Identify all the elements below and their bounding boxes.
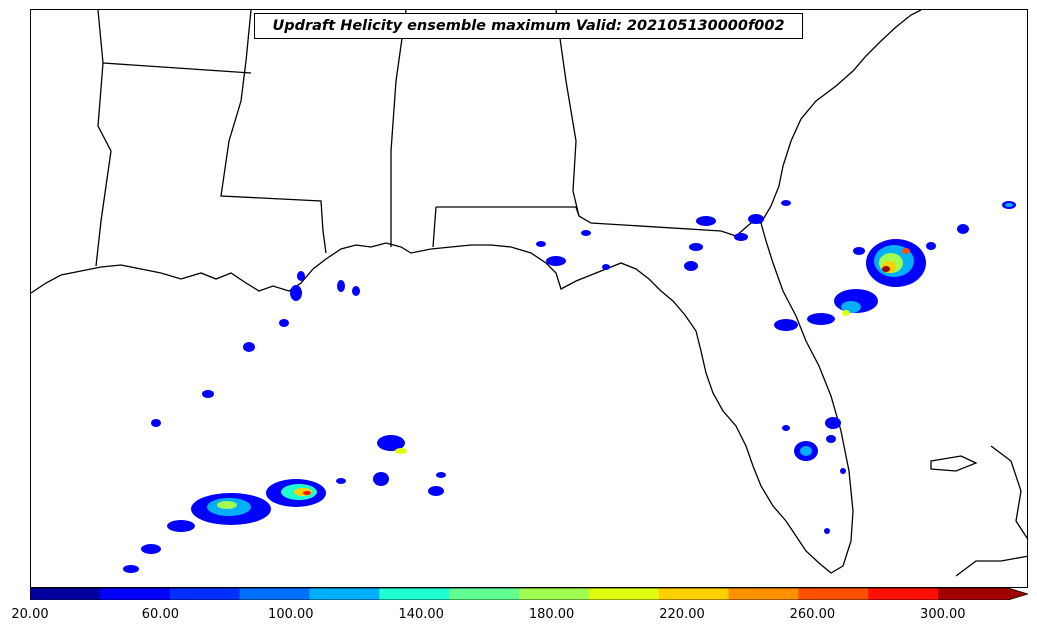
colorbar-segment bbox=[239, 588, 310, 600]
state-border-ms-al bbox=[390, 10, 407, 247]
gulf-swath-band bbox=[123, 342, 446, 573]
coastlines-and-borders bbox=[31, 10, 1027, 577]
cuba-coastline bbox=[990, 445, 1027, 540]
atlantic-swath-band bbox=[774, 239, 936, 534]
colorbar-segment bbox=[99, 588, 171, 600]
colorbar-tick-label: 180.00 bbox=[528, 607, 575, 622]
state-border-tx-la bbox=[95, 10, 112, 267]
colorbar-segment bbox=[449, 588, 520, 600]
colorbar-tick-label: 260.00 bbox=[789, 607, 836, 622]
north-gulf-cells bbox=[279, 200, 1016, 327]
state-border-al-ga bbox=[555, 10, 580, 217]
map-canvas bbox=[31, 10, 1027, 577]
colorbar-tick-label: 20.00 bbox=[11, 607, 49, 622]
colorbar-segment bbox=[169, 588, 241, 600]
map-panel bbox=[30, 9, 1028, 588]
colorbar-tick-label: 140.00 bbox=[398, 607, 444, 622]
bahamas-outline bbox=[930, 455, 978, 472]
colorbar-segment bbox=[658, 588, 730, 600]
colorbar-segment bbox=[868, 588, 939, 600]
colorbar-segment bbox=[728, 588, 799, 600]
colorbar-segment bbox=[379, 588, 450, 600]
colorbar-segments bbox=[30, 588, 1028, 600]
colorbar-outline bbox=[30, 588, 1028, 600]
map-title: Updraft Helicity ensemble maximum Valid:… bbox=[254, 13, 803, 39]
gulf-coastline bbox=[31, 222, 854, 574]
colorbar-segment bbox=[798, 588, 869, 600]
state-border-al-fl bbox=[436, 206, 761, 237]
colorbar-segment bbox=[519, 588, 590, 600]
atlantic-coastline bbox=[760, 10, 922, 224]
colorbar-segment bbox=[309, 588, 380, 600]
colorbar-extend-arrow bbox=[1008, 588, 1028, 600]
state-border-al-fl-west bbox=[432, 206, 437, 248]
colorbar bbox=[30, 588, 1028, 600]
colorbar-tick-label: 300.00 bbox=[920, 607, 966, 622]
helicity-swaths bbox=[123, 200, 1016, 573]
colorbar-segment bbox=[938, 588, 1009, 600]
colorbar-segment bbox=[30, 588, 101, 600]
colorbar-tick-label: 60.00 bbox=[141, 607, 179, 622]
state-border-la-ms bbox=[220, 10, 327, 254]
colorbar-tick-label: 220.00 bbox=[659, 607, 705, 622]
cuba-west bbox=[955, 555, 1027, 577]
colorbar-tick-label: 100.00 bbox=[268, 607, 314, 622]
colorbar-segment bbox=[588, 588, 660, 600]
state-border-ar-la bbox=[102, 62, 252, 74]
